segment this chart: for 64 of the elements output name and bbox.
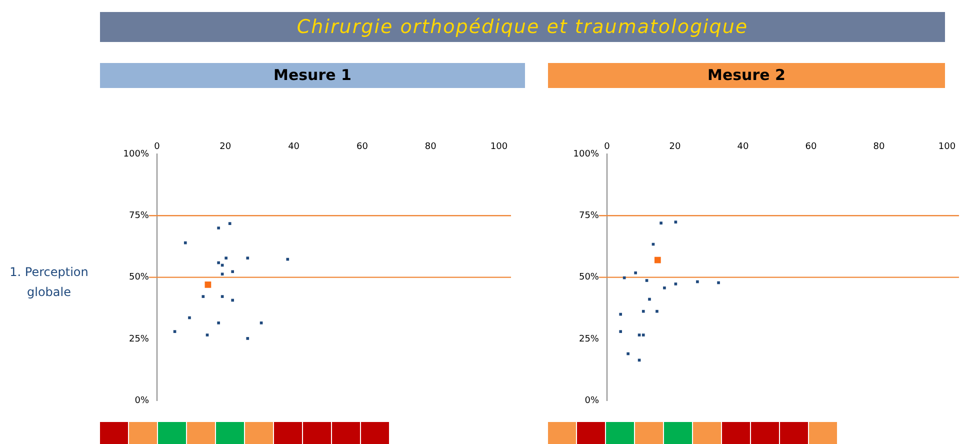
point bbox=[231, 298, 234, 302]
point bbox=[619, 312, 622, 316]
point bbox=[246, 337, 250, 340]
point bbox=[260, 322, 263, 324]
point bbox=[184, 241, 187, 244]
x-tick-label: 40 bbox=[737, 142, 749, 152]
y-tick-label: 100% bbox=[573, 149, 600, 160]
point bbox=[696, 280, 699, 284]
point bbox=[638, 358, 641, 362]
x-tick-label: 20 bbox=[220, 142, 232, 152]
point bbox=[202, 295, 205, 298]
chart-title: Mesure 1 bbox=[100, 63, 525, 88]
text: Chirurgie orthopédique et traumatologique bbox=[100, 12, 945, 42]
point bbox=[220, 295, 224, 298]
x-tick-label: 20 bbox=[669, 142, 681, 152]
point bbox=[173, 330, 176, 333]
point bbox=[648, 298, 651, 301]
point bbox=[231, 270, 234, 274]
point bbox=[717, 281, 720, 284]
y-tick-label: 75% bbox=[128, 210, 150, 221]
y-tick-label: 0% bbox=[134, 396, 150, 406]
point bbox=[645, 279, 648, 282]
point bbox=[622, 276, 626, 280]
x-tick-label: 60 bbox=[805, 142, 817, 152]
x-tick-label: 0 bbox=[154, 142, 160, 152]
x-tick-label: 100 bbox=[490, 142, 508, 152]
chart-title: Mesure 2 bbox=[548, 63, 945, 88]
x-tick-label: 80 bbox=[873, 142, 885, 152]
point bbox=[204, 282, 212, 288]
y-tick-label: 50% bbox=[128, 272, 150, 283]
point bbox=[619, 330, 622, 333]
x-tick-label: 40 bbox=[288, 142, 300, 152]
y-tick-label: 100% bbox=[123, 149, 150, 160]
point bbox=[188, 316, 191, 320]
point bbox=[656, 310, 658, 313]
point bbox=[663, 286, 666, 290]
point bbox=[626, 352, 630, 356]
y-tick-label: 50% bbox=[578, 272, 600, 283]
y-tick-label: 25% bbox=[128, 334, 150, 344]
y-tick-label: 0% bbox=[584, 396, 600, 406]
point bbox=[217, 322, 220, 324]
point bbox=[674, 282, 678, 286]
x-tick-label: 80 bbox=[424, 142, 437, 152]
point bbox=[638, 334, 641, 336]
point bbox=[654, 256, 661, 264]
point bbox=[634, 271, 637, 274]
point bbox=[286, 258, 290, 261]
point bbox=[217, 226, 220, 230]
point bbox=[674, 220, 678, 224]
point bbox=[642, 310, 645, 313]
y-tick-label: 25% bbox=[578, 334, 600, 344]
y-axis-title: 1. Perception globale bbox=[8, 264, 90, 301]
x-tick-label: 0 bbox=[604, 142, 610, 152]
point bbox=[228, 222, 232, 225]
point bbox=[217, 261, 220, 264]
point bbox=[642, 334, 645, 336]
x-tick-label: 100 bbox=[938, 142, 956, 152]
point bbox=[246, 256, 250, 260]
point bbox=[206, 334, 209, 336]
point bbox=[224, 256, 228, 260]
x-tick-label: 60 bbox=[356, 142, 368, 152]
y-tick-label: 75% bbox=[578, 210, 600, 221]
point bbox=[660, 222, 662, 224]
point bbox=[220, 272, 224, 276]
